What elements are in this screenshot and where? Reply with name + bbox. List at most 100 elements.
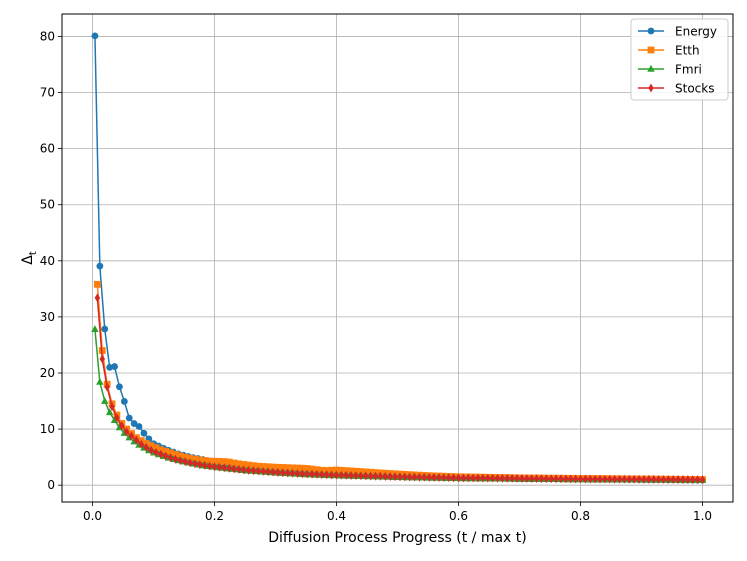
data-point <box>475 473 481 483</box>
data-point <box>182 457 188 467</box>
data-point <box>196 456 204 464</box>
data-point <box>611 474 618 484</box>
y-tick-label: 80 <box>40 29 55 43</box>
data-point <box>211 462 218 472</box>
y-tick-label: 40 <box>40 254 55 268</box>
legend-item-stocks: Stocks <box>638 82 714 96</box>
y-tick-label: 20 <box>40 366 55 380</box>
legend-item-energy: Energy <box>638 25 717 39</box>
data-point <box>582 474 589 484</box>
x-tick-label: 0.0 <box>83 509 102 523</box>
x-axis-label: Diffusion Process Progress (t / max t) <box>268 530 527 546</box>
data-point <box>446 473 452 483</box>
data-point <box>148 445 154 455</box>
data-point <box>111 363 118 370</box>
data-point <box>125 414 133 422</box>
data-point <box>265 467 271 477</box>
data-point <box>406 472 413 482</box>
data-point <box>587 474 593 484</box>
data-point <box>392 472 398 482</box>
data-point <box>201 457 209 464</box>
data-point <box>382 472 389 481</box>
data-point <box>255 462 262 470</box>
data-point <box>514 473 520 483</box>
legend-label: Fmri <box>675 63 702 77</box>
data-point <box>450 473 457 483</box>
y-tick-label: 60 <box>40 142 55 156</box>
data-point <box>114 413 120 423</box>
legend-label: Energy <box>675 25 717 39</box>
data-point <box>157 446 165 454</box>
data-point <box>543 474 550 484</box>
data-point <box>304 469 310 479</box>
data-point <box>192 459 198 469</box>
data-point <box>138 439 145 449</box>
data-point <box>172 454 179 464</box>
x-tick-label: 0.2 <box>205 509 224 523</box>
data-point <box>485 473 491 483</box>
data-point <box>313 466 321 474</box>
legend-item-etth: Etth <box>638 44 700 58</box>
data-point <box>421 472 428 482</box>
data-point <box>143 442 149 452</box>
data-point <box>197 460 203 469</box>
data-point <box>225 458 233 466</box>
data-point <box>109 402 115 412</box>
data-point <box>236 464 242 474</box>
y-tick-label: 50 <box>40 198 55 212</box>
data-point <box>96 262 104 270</box>
data-point <box>670 475 676 484</box>
y-tick-label: 10 <box>40 422 55 436</box>
data-point <box>397 472 403 482</box>
legend-label: Stocks <box>675 82 714 96</box>
data-point <box>101 325 109 333</box>
data-point <box>455 473 462 483</box>
data-point <box>279 464 287 471</box>
data-point <box>675 475 681 484</box>
y-tick-label: 30 <box>40 310 55 324</box>
data-point <box>308 465 316 473</box>
data-point <box>133 435 140 445</box>
data-point <box>202 460 208 470</box>
legend-box <box>630 18 729 101</box>
series-line <box>96 284 703 481</box>
legend-item-fmri: Fmri <box>638 63 702 77</box>
data-point <box>338 470 345 480</box>
data-point <box>372 471 379 481</box>
data-point <box>470 473 476 483</box>
data-point <box>94 293 101 303</box>
data-point <box>694 475 701 484</box>
series-stocks <box>94 293 706 484</box>
data-point <box>91 325 99 332</box>
x-tick-label: 1.0 <box>693 509 712 523</box>
data-point <box>130 420 138 427</box>
series-energy <box>91 32 706 484</box>
data-point <box>280 468 286 478</box>
data-point <box>358 471 364 481</box>
series-line <box>96 297 703 481</box>
data-point <box>91 32 99 40</box>
data-point <box>367 471 374 481</box>
data-point <box>319 470 325 479</box>
data-point <box>577 474 584 484</box>
data-point <box>489 473 496 483</box>
data-point <box>140 429 148 437</box>
data-point <box>153 447 159 457</box>
x-tick-label: 0.8 <box>571 509 590 523</box>
data-point <box>324 470 330 480</box>
y-tick-label: 0 <box>47 478 55 492</box>
data-point <box>465 473 471 483</box>
data-point <box>250 462 257 470</box>
data-point <box>494 473 501 483</box>
data-point <box>240 461 248 468</box>
data-point <box>104 382 110 392</box>
data-point <box>120 398 128 405</box>
data-point <box>260 466 267 476</box>
data-point <box>436 473 442 482</box>
data-point <box>519 474 525 483</box>
data-point <box>647 46 655 54</box>
data-point <box>177 456 184 465</box>
data-point <box>93 280 101 288</box>
data-point <box>167 449 174 457</box>
